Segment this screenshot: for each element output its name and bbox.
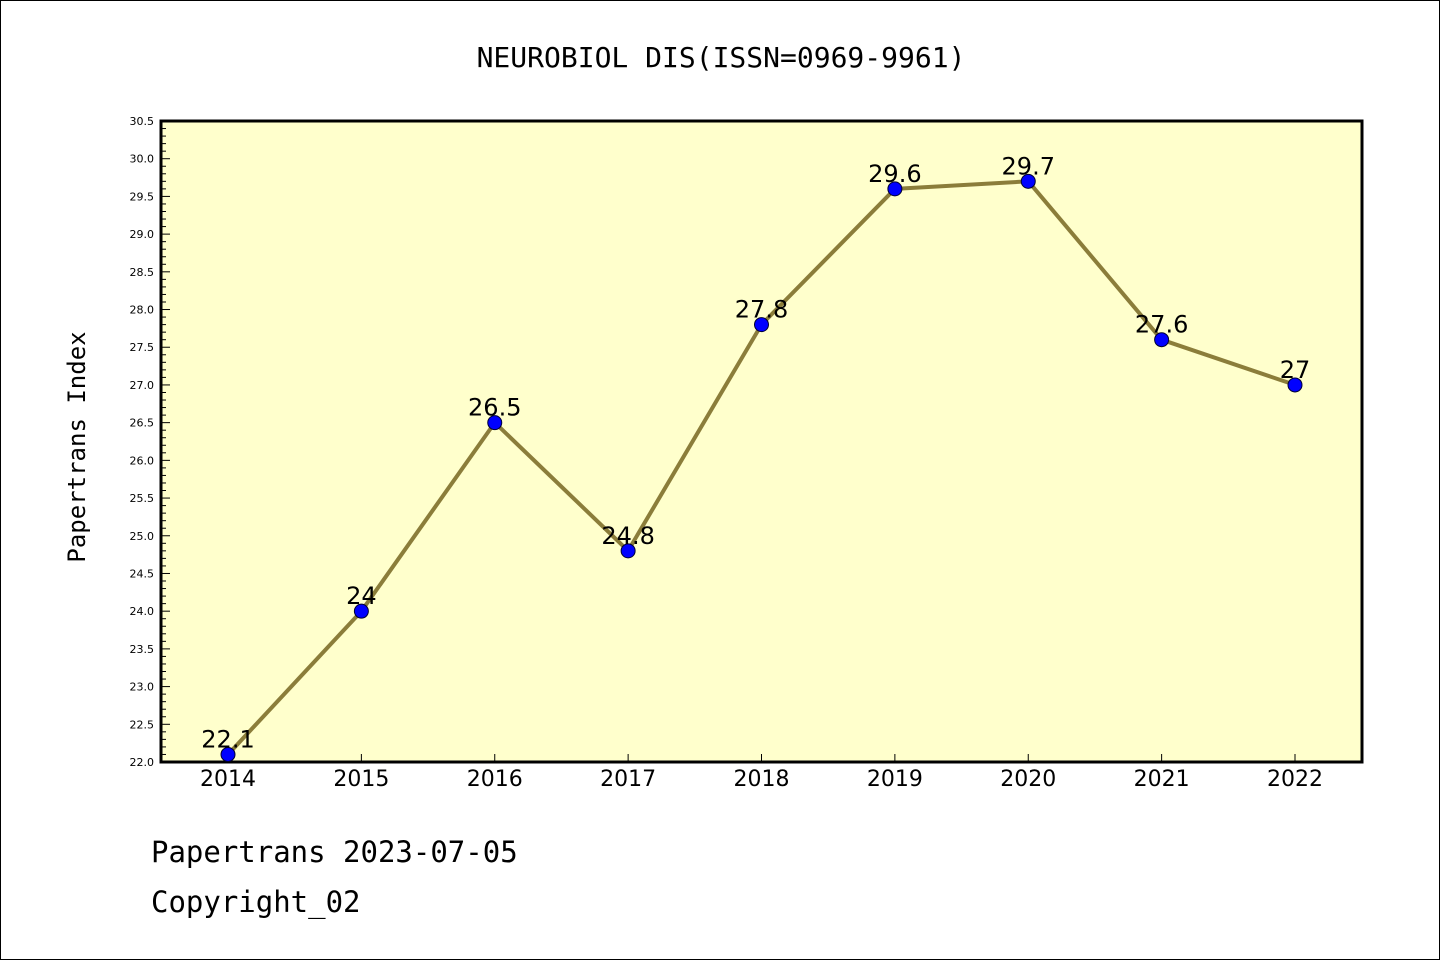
data-point (887, 181, 903, 197)
data-label: 22.1 (201, 725, 254, 753)
y-tick-label: 24.5 (130, 567, 155, 580)
footer-copyright: Copyright_02 (151, 885, 361, 919)
x-tick-label: 2022 (1267, 767, 1323, 792)
y-tick-label: 28.5 (130, 266, 155, 279)
y-tick-label: 26.5 (130, 417, 155, 430)
data-point (1154, 332, 1170, 348)
x-tick-label: 2021 (1134, 767, 1190, 792)
footer-date: Papertrans 2023-07-05 (151, 835, 518, 869)
x-tick-label: 2018 (734, 767, 790, 792)
data-point (353, 603, 369, 619)
chart-title: NEUROBIOL DIS(ISSN=0969-9961) (477, 41, 966, 74)
axis-ticks: 22.0 22.5 23.0 23.5 24.0 24.5 25.0 25.5 26.0 26.5… (130, 115, 1324, 792)
y-tick-label: 22.0 (130, 756, 155, 769)
y-tick-label: 25.5 (130, 492, 155, 505)
y-tick-label: 30.0 (130, 153, 155, 166)
plot-area (159, 119, 1364, 764)
y-axis-label: Papertrans Index (63, 331, 91, 562)
x-tick-label: 2015 (333, 767, 389, 792)
data-point (620, 543, 636, 559)
x-tick-label: 2016 (467, 767, 523, 792)
y-tick-label: 29.5 (130, 190, 155, 203)
data-label: 27.6 (1135, 311, 1188, 339)
x-tick-label: 2014 (200, 767, 256, 792)
y-tick-label: 27.0 (130, 379, 155, 392)
data-label: 24 (346, 582, 377, 610)
y-tick-label: 25.0 (130, 530, 155, 543)
data-point (1287, 377, 1303, 393)
y-tick-label: 28.0 (130, 304, 155, 317)
data-series (220, 173, 1303, 762)
y-tick-label: 26.0 (130, 454, 155, 467)
y-tick-label: 27.5 (130, 341, 155, 354)
y-tick-label: 30.5 (130, 115, 155, 128)
data-label: 27.8 (735, 296, 788, 324)
y-tick-label: 23.0 (130, 681, 155, 694)
data-point (1020, 173, 1036, 189)
y-tick-label: 29.0 (130, 228, 155, 241)
data-point (220, 746, 236, 762)
x-tick-label: 2019 (867, 767, 923, 792)
data-point (487, 415, 503, 431)
data-point (754, 317, 769, 333)
data-label: 26.5 (468, 394, 521, 422)
data-label: 24.8 (601, 522, 654, 550)
y-tick-label: 24.0 (130, 605, 155, 618)
y-tick-label: 23.5 (130, 643, 155, 656)
x-tick-label: 2020 (1000, 767, 1056, 792)
data-label: 27 (1280, 356, 1311, 384)
data-label: 29.7 (1002, 152, 1055, 180)
x-tick-label: 2017 (600, 767, 656, 792)
y-tick-label: 22.5 (130, 718, 155, 731)
data-labels: 22.1 24 26.5 24.8 27.8 29.6 29.7 27.6 27 (201, 152, 1310, 753)
data-label: 29.6 (868, 160, 921, 188)
